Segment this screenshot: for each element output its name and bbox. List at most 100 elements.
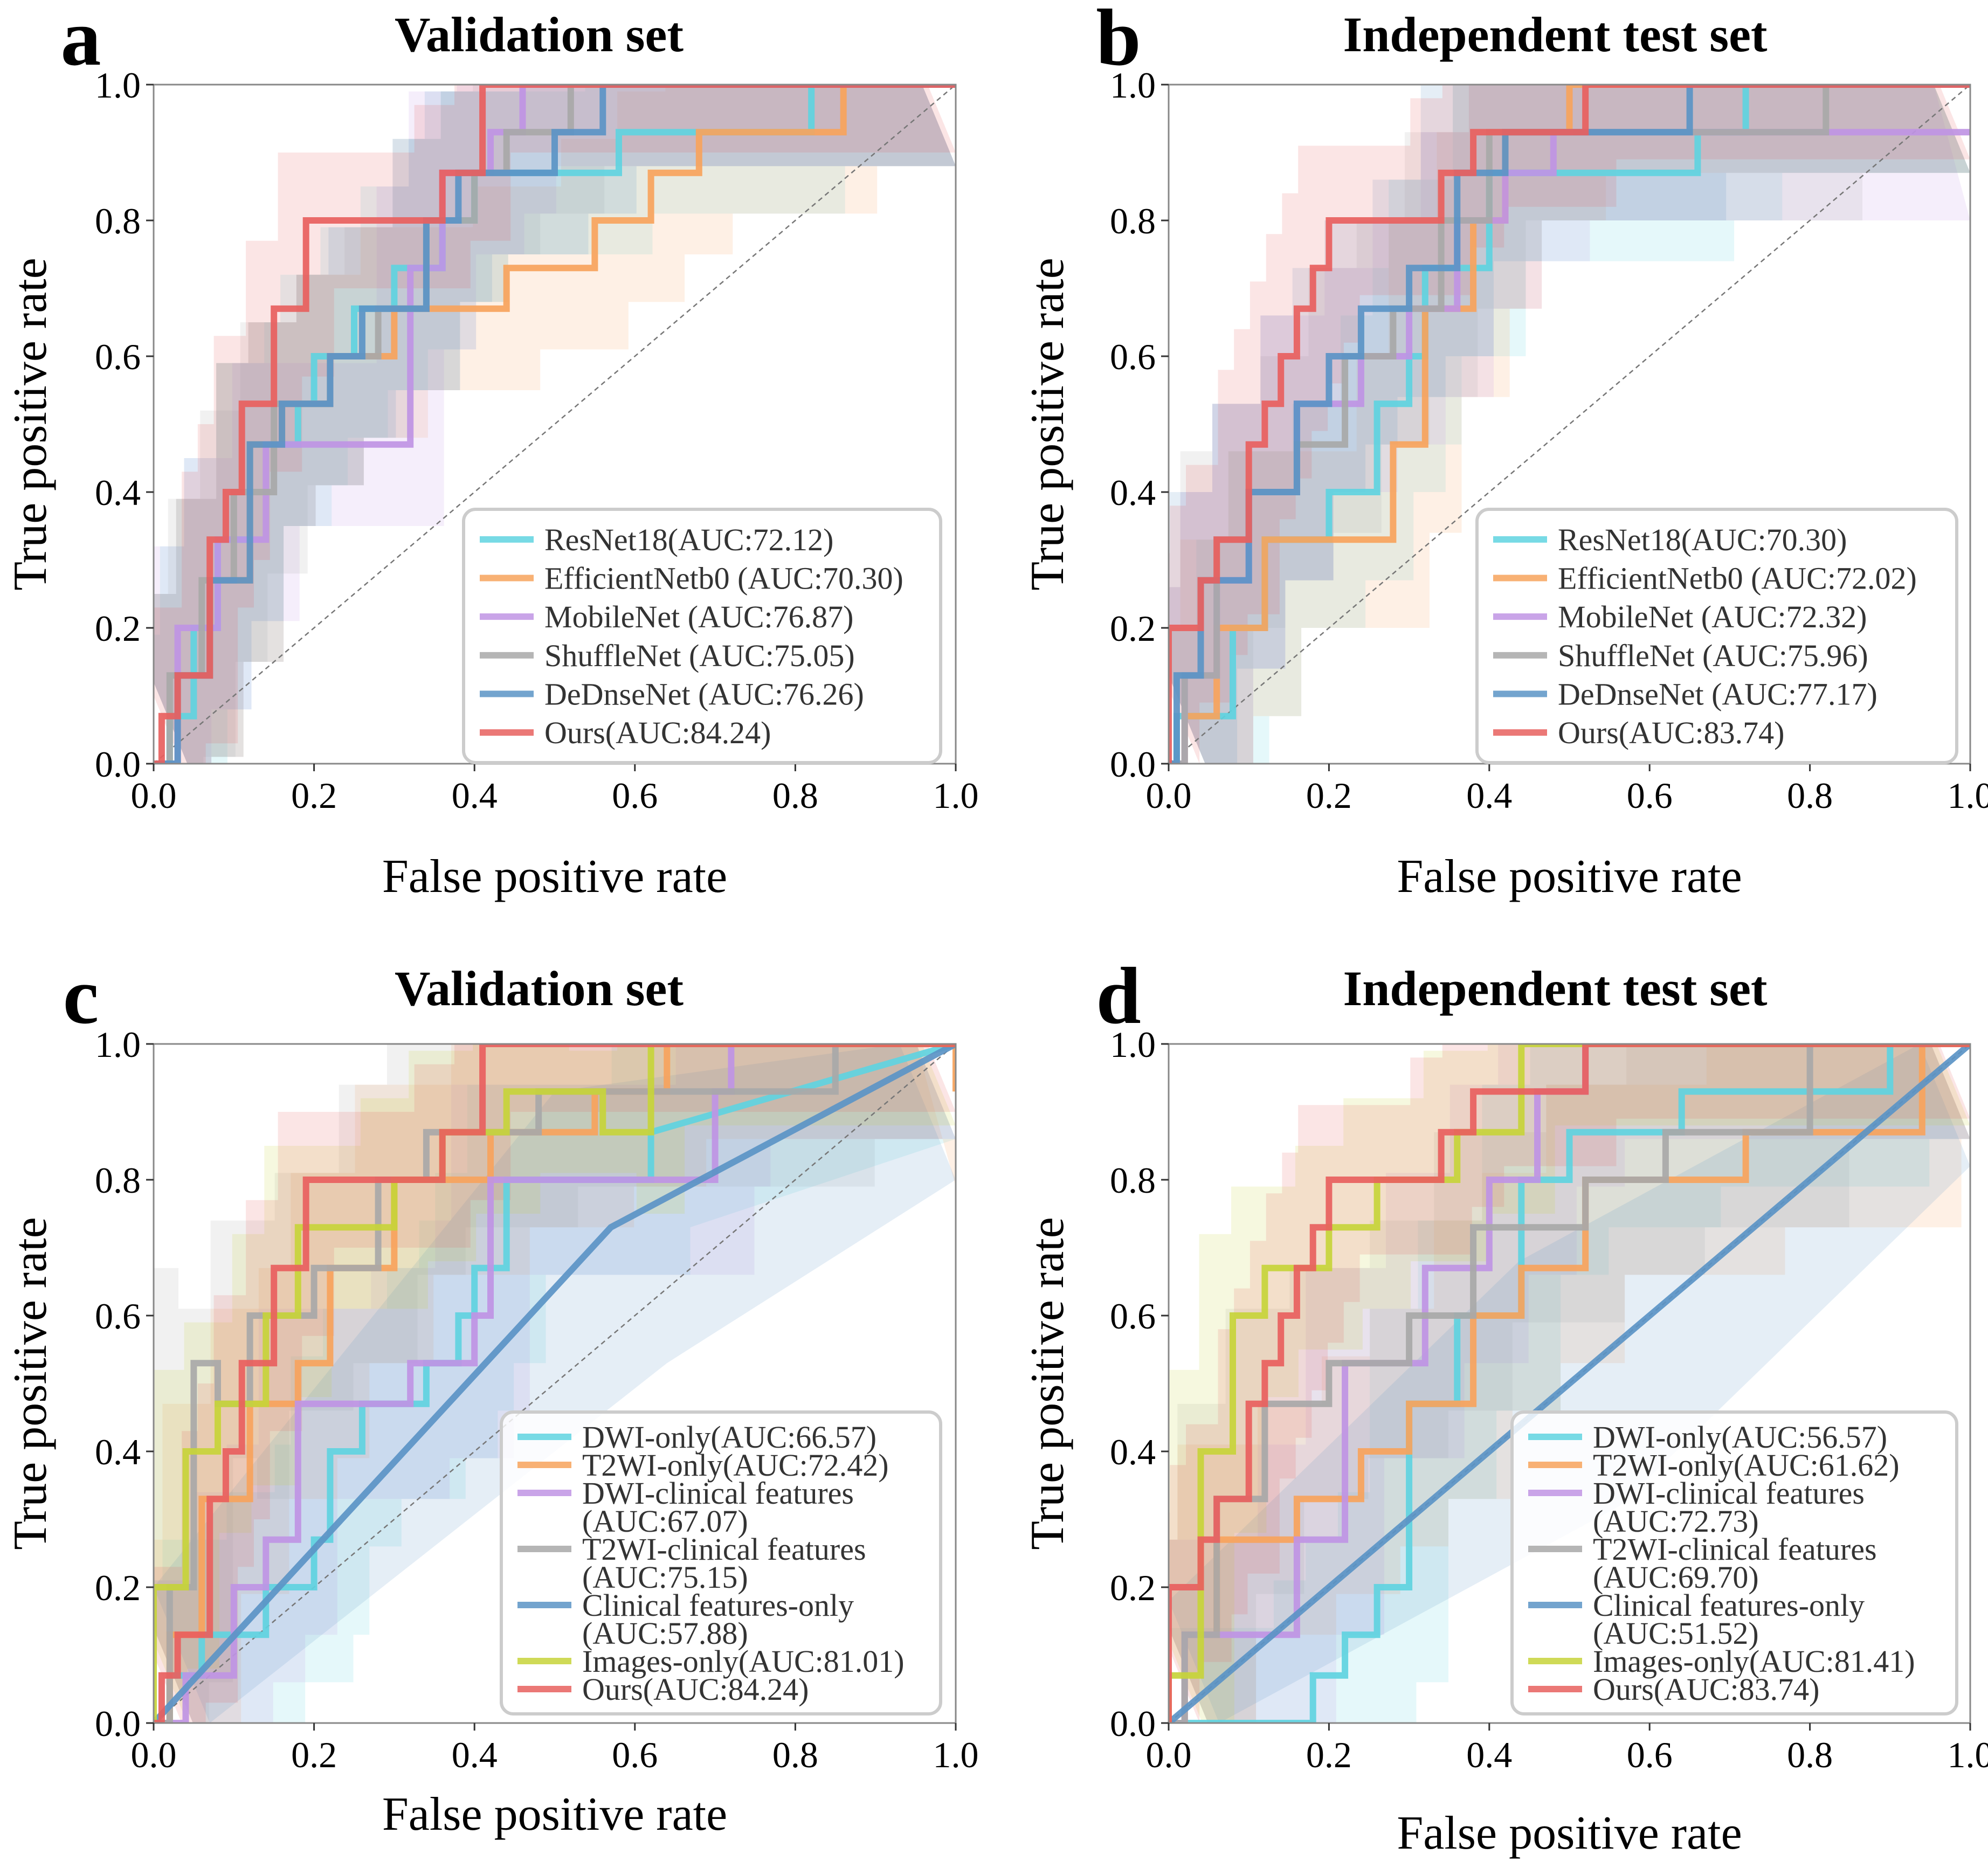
- legend-entry-label: (AUC:69.70): [1593, 1560, 1759, 1595]
- y-tick-label: 0.0: [95, 1703, 141, 1744]
- legend-entry-label: EfficientNetb0 (AUC:70.30): [544, 561, 903, 596]
- roc-line-4: [154, 1044, 956, 1723]
- legend: DWI-only(AUC:66.57)T2WI-only(AUC:72.42)D…: [500, 1410, 942, 1715]
- legend-entry-label: ShuffleNet (AUC:75.96): [1558, 638, 1868, 673]
- x-axis-label: False positive rate: [1397, 850, 1742, 903]
- y-tick-label: 0.8: [95, 200, 141, 241]
- chance-diagonal: [1169, 85, 1970, 764]
- ci-band-5: [1169, 85, 1970, 764]
- roc-line-1: [1169, 1044, 1970, 1723]
- y-tick-label: 0.6: [95, 336, 141, 377]
- y-tick-label: 0.2: [1110, 1567, 1156, 1608]
- x-tick-label: 0.0: [1146, 1734, 1192, 1775]
- x-tick-label: 0.2: [1306, 1734, 1352, 1775]
- legend-entry-label: T2WI-clinical features: [582, 1532, 866, 1567]
- legend-entry-label: DeDnseNet (AUC:77.17): [1558, 677, 1877, 712]
- roc-line-1: [1169, 85, 1970, 764]
- x-axis-label: False positive rate: [382, 850, 727, 903]
- legend-entry-label: (AUC:51.52): [1593, 1616, 1759, 1651]
- y-tick-label: 0.0: [1110, 744, 1156, 785]
- y-tick-label: 0.2: [95, 608, 141, 649]
- y-tick-label: 0.6: [95, 1296, 141, 1337]
- legend-box: [1475, 508, 1958, 764]
- ci-band-6: [1169, 85, 1970, 764]
- x-tick-label: 0.6: [1627, 1734, 1673, 1775]
- ci-band-4: [1169, 85, 1970, 764]
- legend-entry-label: Clinical features-only: [582, 1588, 854, 1623]
- y-tick-label: 0.4: [1110, 1431, 1156, 1472]
- legend-entry-label: Clinical features-only: [1593, 1588, 1865, 1623]
- legend-entry-label: MobileNet (AUC:72.32): [1558, 599, 1867, 634]
- roc-line-4: [1169, 1044, 1970, 1723]
- roc-panel-a: a Validation set 0.0 0.2 0.4 0.6 0.8 1.0 0.0 0.2 0…: [4, 0, 979, 903]
- legend-entry-label: ShuffleNet (AUC:75.05): [544, 638, 855, 673]
- ci-band-2: [154, 1044, 956, 1723]
- x-tick-label: 0.2: [1306, 775, 1352, 816]
- roc-panel-b: b Independent test set 0.0 0.2 0.4 0.6 0.8 1.0 0…: [1021, 0, 1988, 903]
- chart-title: Validation set: [395, 7, 684, 62]
- ci-band-7: [1169, 1044, 1970, 1723]
- x-tick-label: 0.6: [612, 775, 658, 816]
- x-axis-label: False positive rate: [1397, 1807, 1742, 1859]
- legend-entry-label: DeDnseNet (AUC:76.26): [544, 677, 864, 712]
- plot-area: [154, 85, 956, 764]
- panel-letter: b: [1096, 0, 1141, 82]
- chart-title: Validation set: [395, 961, 684, 1016]
- x-tick-label: 0.4: [1466, 775, 1512, 816]
- x-tick-label: 0.2: [291, 775, 337, 816]
- plot-area: [1169, 85, 1970, 764]
- legend-entry-label: DWI-only(AUC:66.57): [582, 1420, 876, 1455]
- y-tick-label: 1.0: [95, 65, 141, 106]
- ci-band-7: [154, 1044, 956, 1723]
- roc-line-6: [154, 1044, 956, 1723]
- legend: ResNet18(AUC:70.30) EfficientNetb0 (AUC:7…: [1475, 508, 1958, 764]
- legend-entry-label: (AUC:67.07): [582, 1504, 748, 1539]
- legend-entry-label: Ours(AUC:83.74): [1558, 715, 1784, 750]
- x-tick-label: 1.0: [933, 775, 979, 816]
- legend-entry-label: Ours(AUC:84.24): [544, 715, 771, 750]
- y-tick-label: 1.0: [1110, 65, 1156, 106]
- legend-entry-label: T2WI-only(AUC:61.62): [1593, 1448, 1900, 1483]
- y-tick-label: 0.4: [95, 472, 141, 513]
- x-tick-label: 0.6: [1627, 775, 1673, 816]
- y-tick-label: 0.8: [1110, 1160, 1156, 1201]
- x-tick-label: 0.4: [452, 1734, 498, 1775]
- legend-entry-label: DWI-only(AUC:56.57): [1593, 1420, 1887, 1455]
- legend-box: [500, 1410, 942, 1715]
- plot-area: [1169, 1044, 1970, 1723]
- y-axis-label: True positive rate: [1021, 258, 1074, 591]
- roc-line-6: [1169, 1044, 1970, 1723]
- y-axis-label: True positive rate: [1021, 1217, 1074, 1550]
- panel-letter: c: [63, 951, 99, 1041]
- chart-title: Independent test set: [1343, 7, 1767, 62]
- x-tick-label: 1.0: [933, 1734, 979, 1775]
- x-tick-label: 0.0: [1146, 775, 1192, 816]
- x-tick-label: 0.6: [612, 1734, 658, 1775]
- y-tick-label: 0.2: [1110, 608, 1156, 649]
- x-tick-label: 0.8: [1787, 775, 1833, 816]
- y-tick-label: 0.6: [1110, 1296, 1156, 1337]
- legend-box: [1510, 1410, 1958, 1715]
- legend-entry-label: MobileNet (AUC:76.87): [544, 599, 854, 634]
- roc-line-3: [154, 1044, 956, 1723]
- panel-letter: d: [1096, 951, 1141, 1041]
- legend-entry-label: T2WI-clinical features: [1593, 1532, 1877, 1567]
- y-tick-label: 0.6: [1110, 336, 1156, 377]
- legend-entry-label: ResNet18(AUC:70.30): [1558, 522, 1847, 557]
- x-tick-label: 1.0: [1948, 1734, 1988, 1775]
- roc-panel-c: c Validation set 0.0 0.2 0.4 0.6 0.8 1.0 0.0 0.2 0…: [4, 951, 979, 1841]
- ci-band-6: [154, 85, 956, 764]
- ci-band-4: [154, 85, 956, 764]
- x-tick-label: 0.4: [452, 775, 498, 816]
- roc-line-7: [1169, 1044, 1970, 1723]
- legend-entry-label: (AUC:72.73): [1593, 1504, 1759, 1539]
- y-tick-label: 0.2: [95, 1567, 141, 1608]
- legend-entry-label: (AUC:75.15): [582, 1560, 748, 1595]
- ci-band-1: [154, 85, 956, 764]
- legend-entry-label: Images-only(AUC:81.41): [1593, 1644, 1915, 1679]
- legend: ResNet18(AUC:72.12) EfficientNetb0 (AUC:7…: [462, 508, 942, 764]
- x-axis-label: False positive rate: [382, 1788, 727, 1841]
- legend-entry-label: EfficientNetb0 (AUC:72.02): [1558, 561, 1917, 596]
- x-tick-label: 1.0: [1948, 775, 1988, 816]
